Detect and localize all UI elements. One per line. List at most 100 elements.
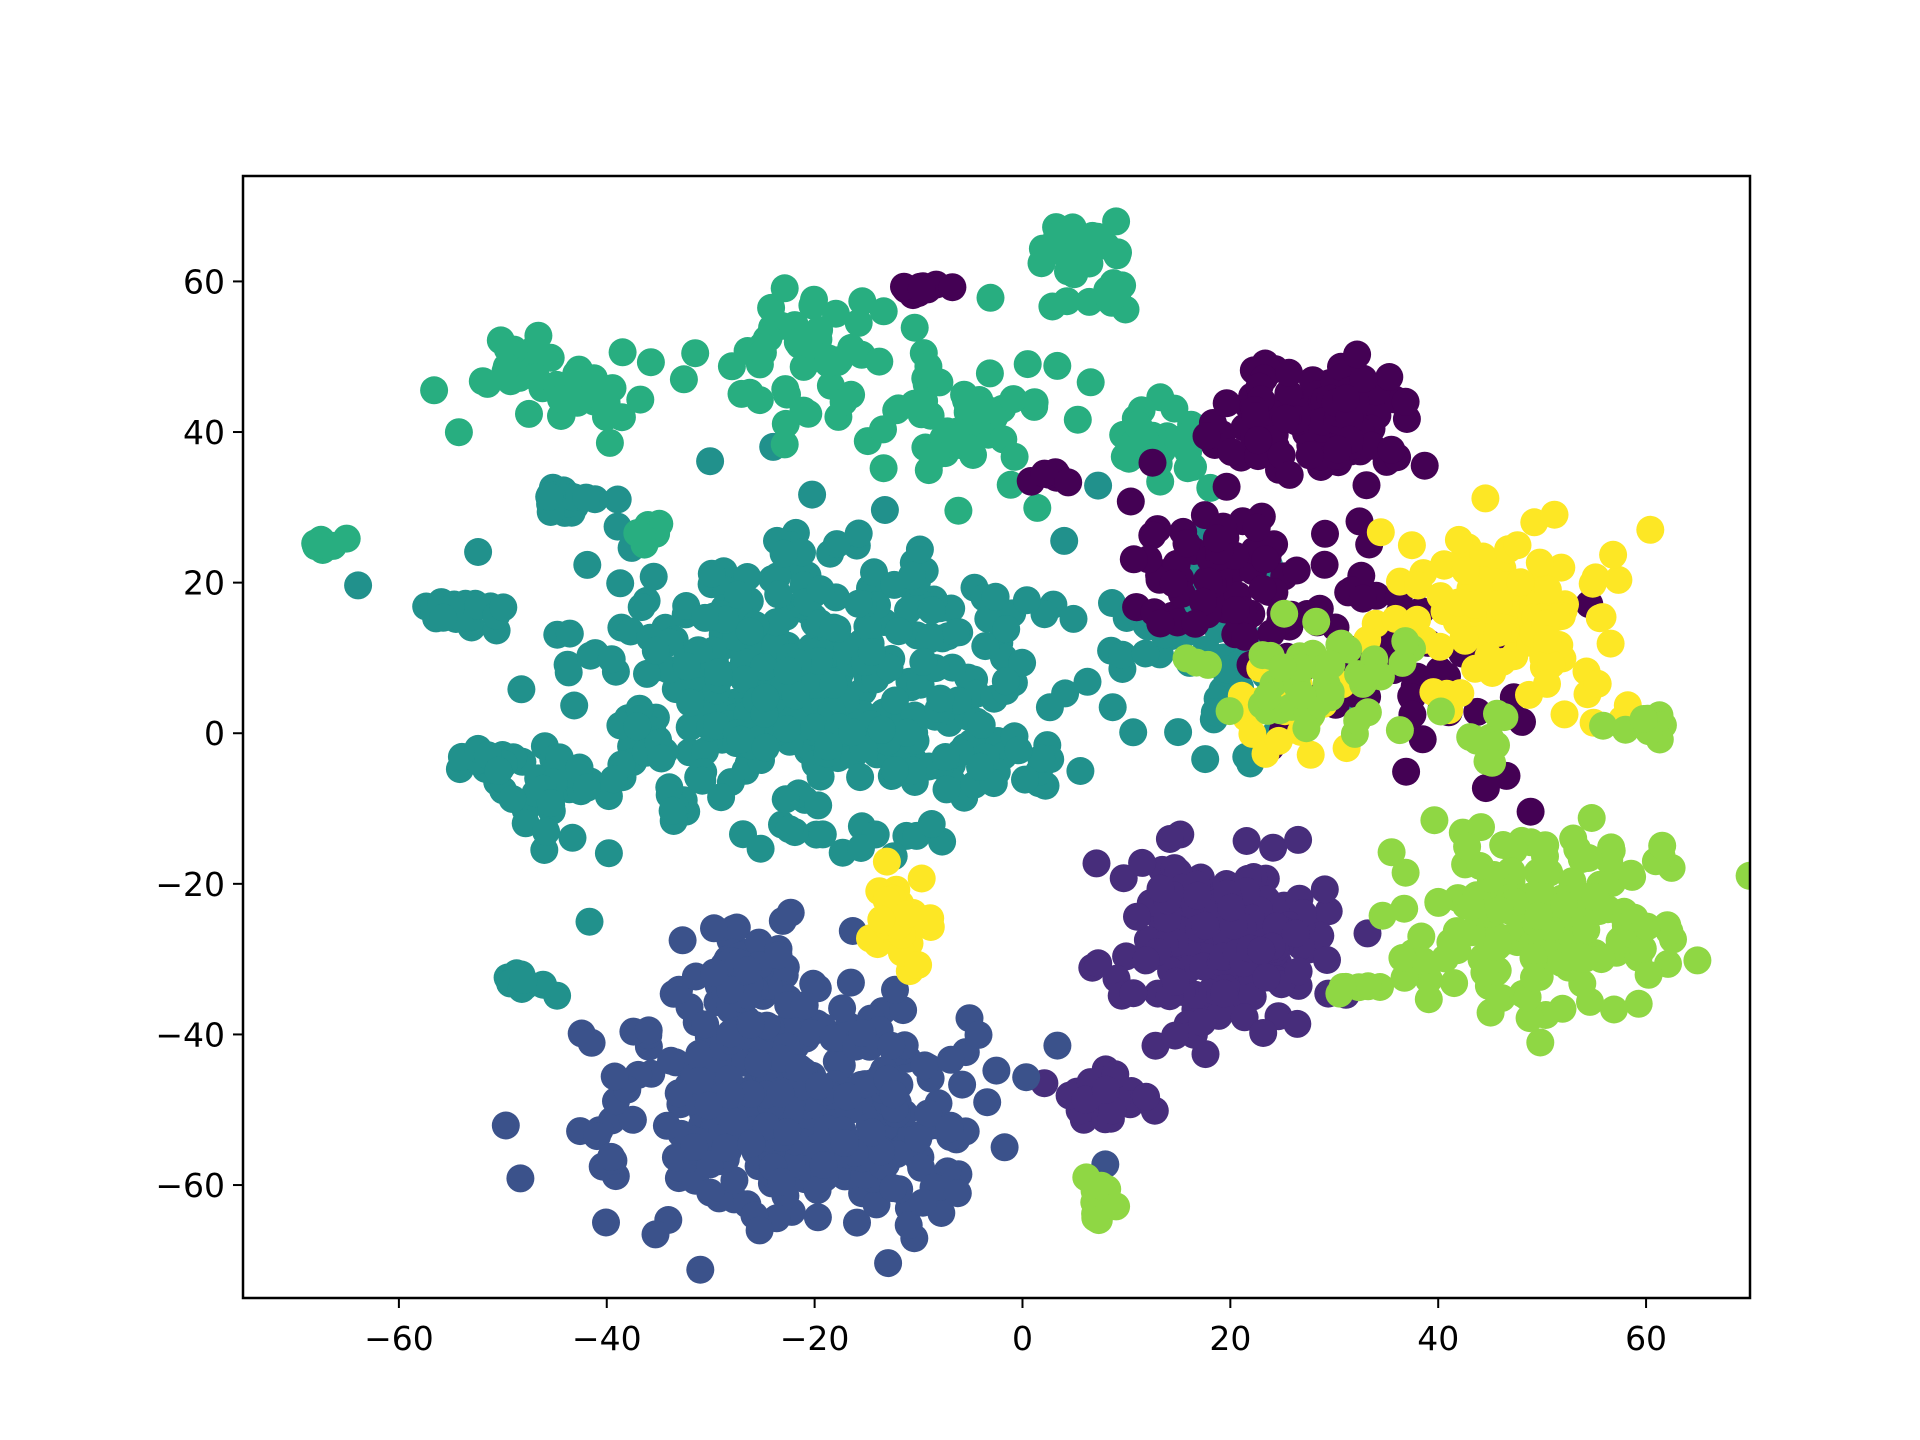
scatter-point [783,328,812,357]
scatter-point [828,994,857,1023]
scatter-point [1467,813,1495,842]
scatter-point [1368,901,1397,930]
scatter-point [1138,521,1167,550]
scatter-point [796,1019,825,1047]
scatter-point [1073,667,1102,696]
scatter-point [652,1111,681,1140]
scatter-point [1082,849,1111,878]
scatter-point [1391,627,1420,656]
scatter-point [819,613,848,642]
scatter-point [1629,705,1658,733]
x-tick-label: −60 [364,1319,434,1358]
scatter-point [819,1024,848,1053]
scatter-point [707,783,736,812]
scatter-point [1485,896,1514,925]
scatter-point [1295,441,1324,470]
scatter-point [982,1056,1011,1085]
scatter-point [344,571,373,600]
scatter-point [558,823,587,852]
scatter-point [1388,944,1417,972]
scatter-point [1628,934,1657,963]
scatter-point [498,785,527,813]
scatter-point [943,1179,972,1208]
scatter-point [1478,748,1507,777]
scatter-point [1012,586,1041,615]
scatter-point [1259,833,1288,862]
scatter-point [1231,622,1260,651]
scatter-point [1563,835,1592,864]
scatter-point [535,482,564,511]
scatter-point [723,580,752,609]
scatter-point [696,1178,725,1207]
scatter-point [647,744,676,773]
scatter-point [1271,404,1300,433]
scatter-point [952,386,980,415]
scatter-point [658,796,687,825]
scatter-point [1526,1028,1555,1057]
y-tick-label: 0 [204,714,225,753]
scatter-point [1311,519,1339,548]
scatter-point [1457,892,1485,921]
scatter-point [1310,875,1339,904]
scatter-point [573,550,602,579]
scatter-point [1547,553,1576,582]
scatter-point [1533,669,1561,698]
scatter-point [655,773,684,802]
scatter-point [843,1208,871,1237]
scatter-point [668,926,697,955]
scatter-point [1252,963,1281,992]
scatter-point [798,480,827,509]
scatter-point [910,1051,939,1080]
scatter-point [1392,757,1421,786]
scatter-point [1595,846,1624,875]
scatter-point [1212,472,1241,501]
scatter-point [809,1151,838,1179]
scatter-point [1516,797,1545,826]
scatter-point [575,907,604,936]
scatter-point [1366,518,1395,547]
scatter-point [1182,648,1211,677]
scatter-point [1102,207,1131,236]
y-tick-label: 60 [183,262,225,301]
scatter-point [1119,718,1148,747]
scatter-point [1155,825,1184,853]
scatter-point [1098,693,1127,722]
scatter-point [869,415,897,444]
scatter-point [1600,995,1628,1024]
scatter-point [931,743,960,771]
scatter-point [676,688,705,717]
scatter-point [944,496,973,525]
scatter-point [1451,556,1480,585]
scatter-point [1385,716,1414,745]
scatter-point [1030,459,1059,488]
scatter-point [789,352,818,381]
scatter-point [748,338,777,367]
scatter-point [1191,911,1220,940]
scatter-point [1349,364,1378,393]
scatter-point [1560,943,1589,971]
scatter-point [532,817,561,846]
scatter-point [507,675,536,704]
scatter-point [694,1091,723,1120]
scatter-point [844,589,873,618]
scatter-point [770,274,799,303]
scatter-point [1084,949,1113,978]
scatter-point [1391,387,1420,416]
scatter-point [764,580,793,609]
scatter-point [917,810,946,838]
x-tick-label: −40 [572,1319,642,1358]
scatter-point [1103,280,1132,309]
scatter-point [1138,448,1167,477]
y-tick-label: −60 [155,1166,225,1205]
scatter-point [1020,388,1049,417]
scatter-point [1343,706,1372,735]
scatter-point [560,691,589,720]
scatter-point [837,380,866,409]
scatter-point [1023,493,1052,522]
scatter-point [572,483,601,512]
scatter-point [1414,985,1443,1014]
scatter-point [999,385,1028,414]
scatter-point [489,593,518,622]
scatter-point [1251,545,1280,574]
